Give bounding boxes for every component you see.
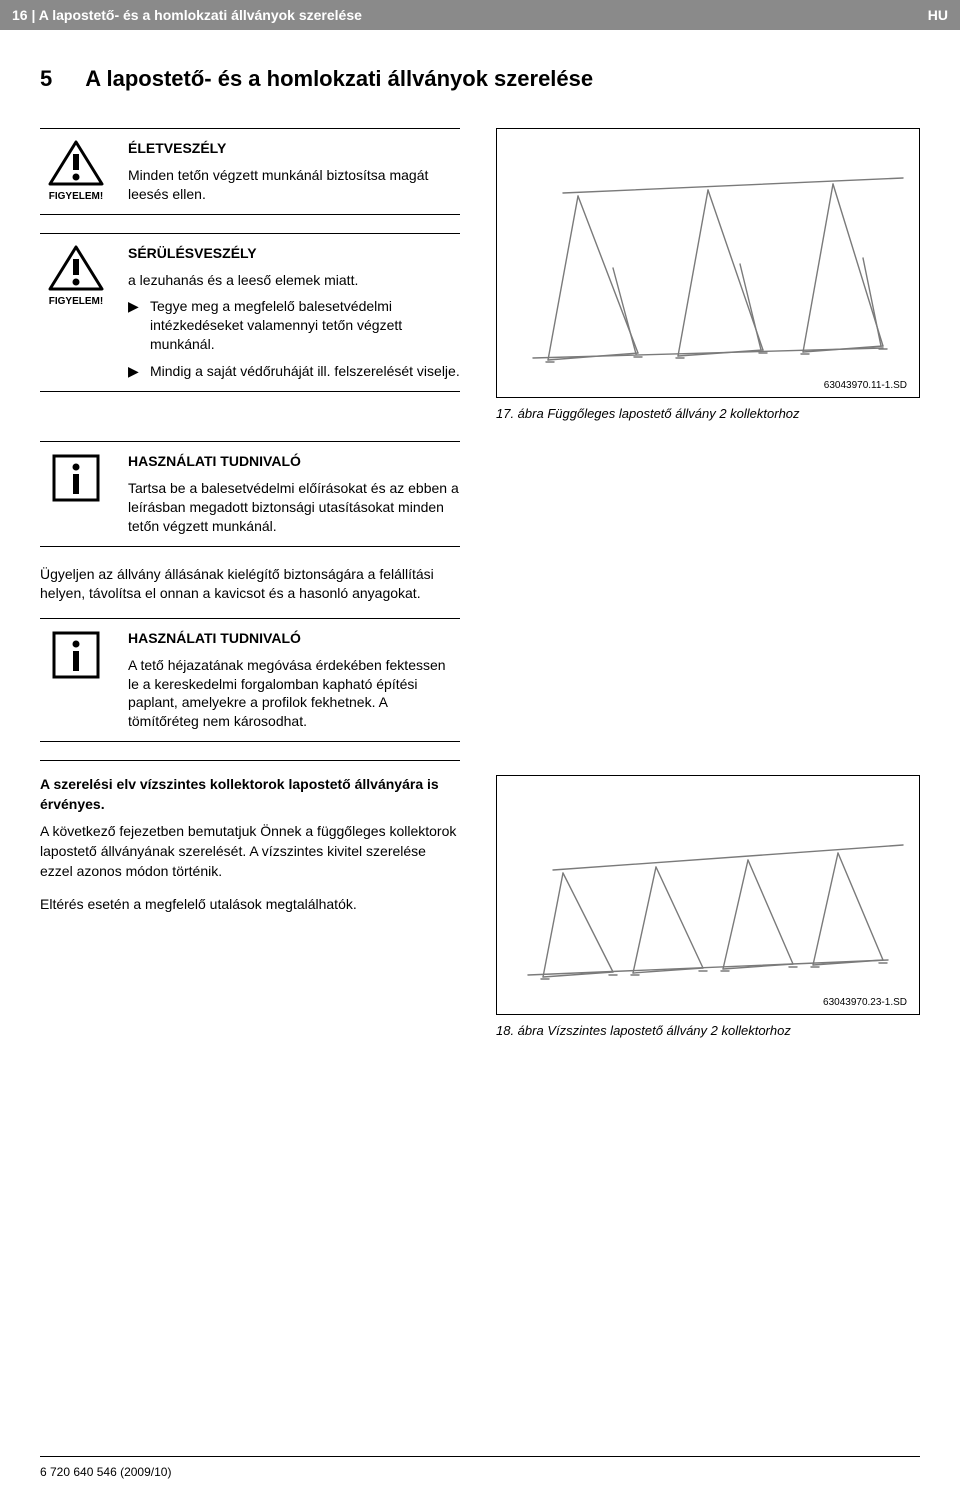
warning-icon-col: FIGYELEM!: [40, 139, 112, 202]
danger-body: Minden tetőn végzett munkánál biztosítsa…: [128, 166, 460, 204]
warning-triangle-icon: [40, 244, 112, 292]
body-paragraph-4: Eltérés esetén a megfelelő utalások megt…: [40, 895, 460, 915]
body-paragraph-1: Ügyeljen az állvány állásának kielégítő …: [40, 565, 460, 604]
warning-triangle-icon: [40, 139, 112, 187]
header-right: HU: [928, 7, 948, 23]
body-head-principle: A szerelési elv vízszintes kollektorok l…: [40, 775, 460, 814]
info-icon-col: [40, 629, 112, 681]
header-left: 16 | A lapostető- és a homlokzati állván…: [12, 7, 362, 23]
figure-18-ref: 63043970.23-1.SD: [823, 997, 913, 1008]
info-icon-col: [40, 452, 112, 504]
figure-18-caption: 18. ábra Vízszintes lapostető állvány 2 …: [496, 1023, 920, 1038]
footer-divider: [40, 1456, 920, 1457]
injury-head: SÉRÜLÉSVESZÉLY: [128, 244, 460, 263]
figure-17: 63043970.11-1.SD: [496, 128, 920, 398]
warning-caption: FIGYELEM!: [40, 296, 112, 307]
info1-head: HASZNÁLATI TUDNIVALÓ: [128, 452, 460, 471]
info-icon: [40, 452, 112, 504]
info-icon: [40, 629, 112, 681]
warning-caption: FIGYELEM!: [40, 191, 112, 202]
danger-head: ÉLETVESZÉLY: [128, 139, 460, 158]
section-title-text: A lapostető- és a homlokzati állványok s…: [85, 66, 593, 91]
divider: [40, 760, 460, 761]
info-callout-1: HASZNÁLATI TUDNIVALÓ Tartsa be a baleset…: [40, 441, 460, 547]
figure-18-caption-text: Vízszintes lapostető állvány 2 kollektor…: [547, 1023, 791, 1038]
body-paragraph-3: A következő fejezetben bemutatjuk Önnek …: [40, 822, 460, 881]
info-callout-2: HASZNÁLATI TUDNIVALÓ A tető héjazatának …: [40, 618, 460, 742]
danger-callout: FIGYELEM! ÉLETVESZÉLY Minden tetőn végze…: [40, 128, 460, 215]
figure-17-caption: 17. ábra Függőleges lapostető állvány 2 …: [496, 406, 920, 421]
section-number: 5: [40, 66, 80, 92]
figure-18-number: 18. ábra: [496, 1023, 544, 1038]
page-header: 16 | A lapostető- és a homlokzati állván…: [0, 0, 960, 30]
injury-bullet-2: Mindig a saját védőruháját ill. felszere…: [150, 362, 460, 381]
info2-body: A tető héjazatának megóvása érdekében fe…: [128, 656, 460, 732]
info2-head: HASZNÁLATI TUDNIVALÓ: [128, 629, 460, 648]
warning-icon-col: FIGYELEM!: [40, 244, 112, 307]
triangle-bullet-icon: ▶: [128, 362, 142, 381]
injury-callout: FIGYELEM! SÉRÜLÉSVESZÉLY a lezuhanás és …: [40, 233, 460, 392]
figure-18: 63043970.23-1.SD: [496, 775, 920, 1015]
footer-doc-number: 6 720 640 546 (2009/10): [40, 1465, 171, 1479]
section-title: 5 A lapostető- és a homlokzati állványok…: [40, 66, 920, 92]
figure-17-number: 17. ábra: [496, 406, 544, 421]
figure-17-caption-text: Függőleges lapostető állvány 2 kollektor…: [547, 406, 799, 421]
figure-17-ref: 63043970.11-1.SD: [824, 380, 913, 391]
triangle-bullet-icon: ▶: [128, 297, 142, 354]
info1-body: Tartsa be a balesetvédelmi előírásokat é…: [128, 479, 460, 536]
injury-bullet-1: Tegye meg a megfelelő balesetvédelmi int…: [150, 297, 460, 354]
injury-line1: a lezuhanás és a leeső elemek miatt.: [128, 271, 460, 290]
